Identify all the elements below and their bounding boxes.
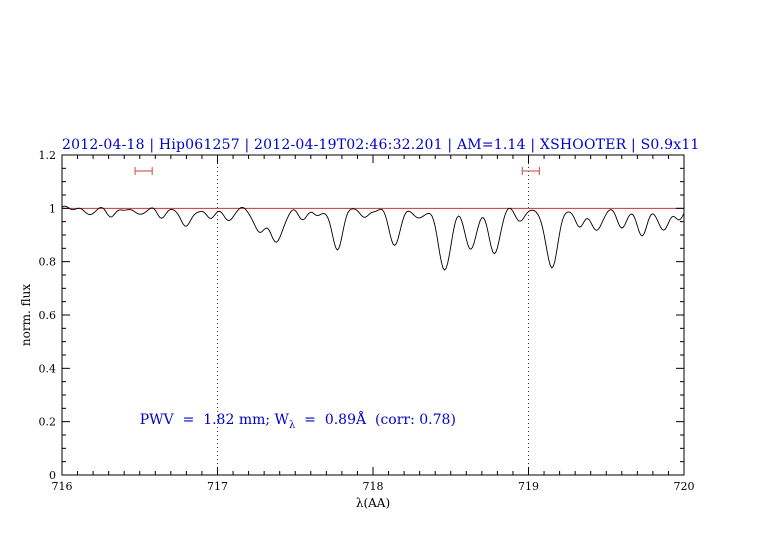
x-tick-label: 718 (363, 480, 384, 493)
spectrum-line (61, 205, 685, 271)
y-tick-label: 0.4 (39, 362, 57, 375)
x-tick-label: 720 (674, 480, 695, 493)
pwv-annotation-subscript: λ (288, 419, 296, 431)
y-axis-label: norm. flux (19, 283, 33, 347)
y-tick-label: 1.2 (39, 149, 57, 162)
y-tick-label: 0 (49, 469, 56, 482)
y-tick-label: 0.6 (39, 309, 57, 322)
pwv-annotation: PWV = 1.82 mm; Wλ = 0.89Å (corr: 0.78) (140, 412, 456, 431)
plot-title: 2012-04-18 | Hip061257 | 2012-04-19T02:4… (62, 137, 700, 153)
x-tick-label: 717 (207, 480, 228, 493)
y-tick-label: 1 (49, 202, 56, 215)
y-tick-label: 0.2 (39, 416, 57, 429)
pwv-annotation-suffix: = 0.89Å (corr: 0.78) (295, 411, 456, 428)
x-tick-label: 716 (52, 480, 73, 493)
x-axis-label: λ(AA) (355, 496, 391, 510)
pwv-annotation-prefix: PWV = 1.82 mm; W (139, 411, 289, 428)
x-tick-label: 719 (518, 480, 539, 493)
y-tick-label: 0.8 (39, 256, 57, 269)
